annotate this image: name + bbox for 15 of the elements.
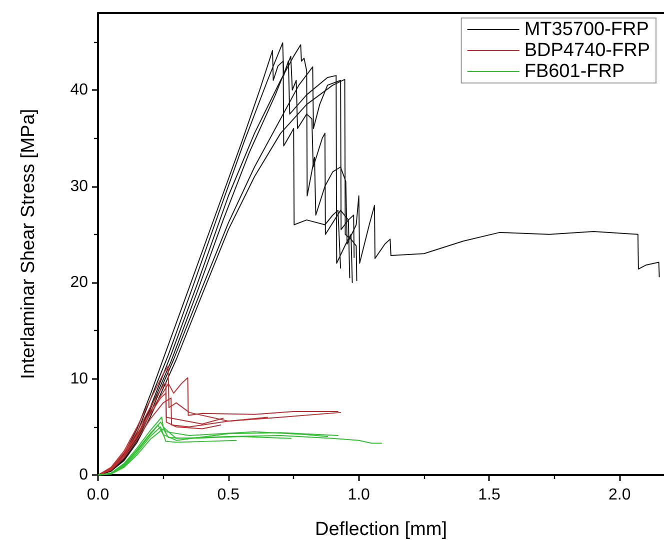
- legend-label: FB601-FRP: [524, 61, 625, 82]
- x-tick-label: 1.5: [478, 486, 500, 504]
- legend-label: BDP4740-FRP: [524, 40, 650, 61]
- y-axis-title: Interlaminar Shear Stress [MPa]: [18, 108, 39, 380]
- x-axis-title: Deflection [mm]: [315, 519, 447, 540]
- y-tick-label: 10: [70, 370, 88, 388]
- x-tick-label: 2.0: [608, 486, 631, 504]
- y-tick-label: 0: [79, 466, 88, 484]
- x-tick-label: 0.0: [86, 486, 110, 504]
- x-tick-label: 0.5: [217, 486, 240, 504]
- y-tick-label: 40: [70, 82, 88, 98]
- y-tick-label: 20: [70, 274, 88, 291]
- x-tick-label: 1.0: [348, 486, 370, 504]
- y-tick-label: 30: [70, 178, 88, 195]
- legend-label: MT35700-FRP: [524, 19, 649, 40]
